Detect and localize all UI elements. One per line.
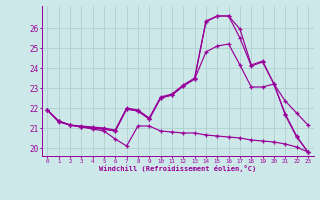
X-axis label: Windchill (Refroidissement éolien,°C): Windchill (Refroidissement éolien,°C) (99, 165, 256, 172)
